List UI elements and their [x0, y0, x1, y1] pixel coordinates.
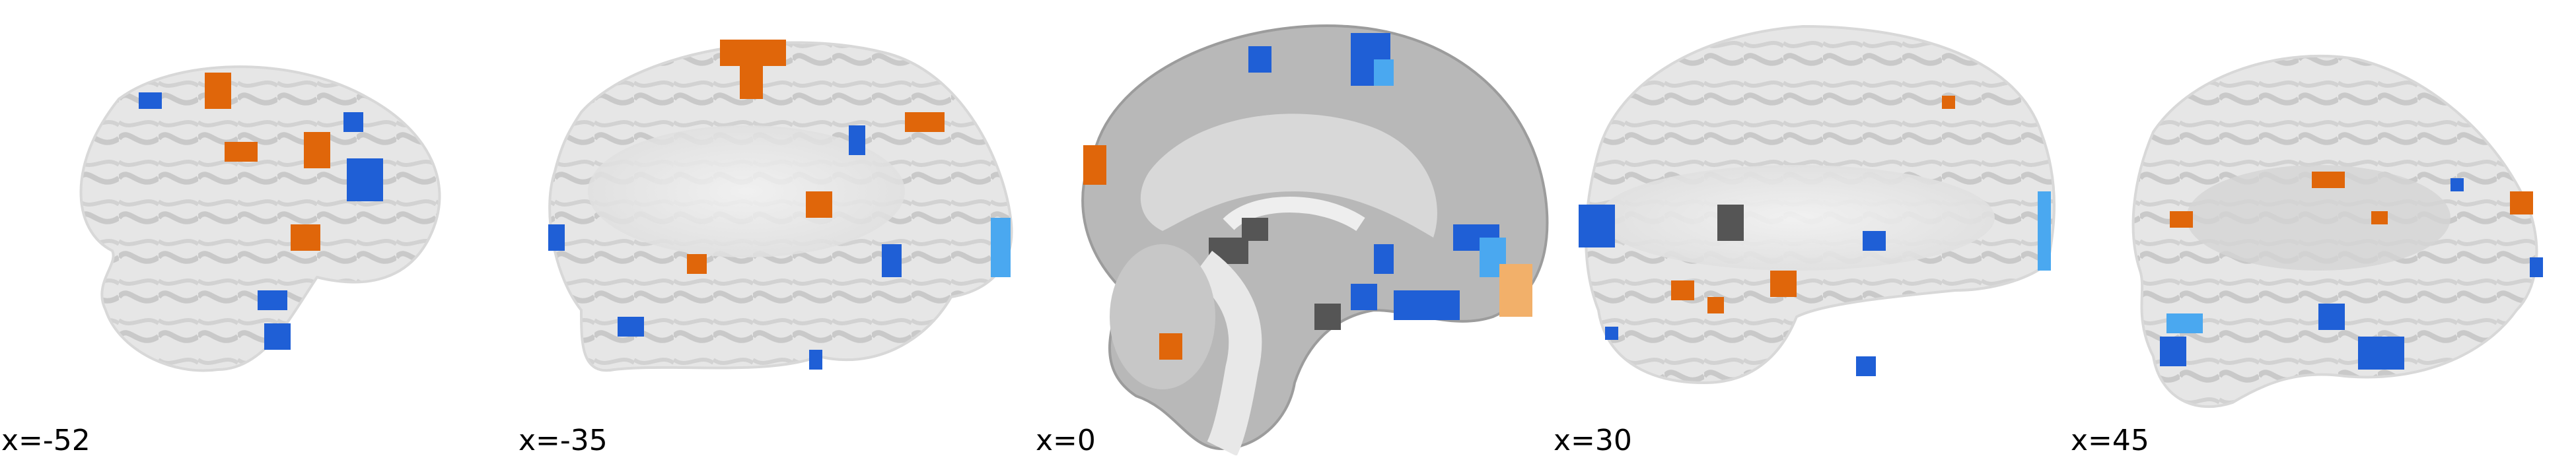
- activation-blobs: [1083, 33, 1532, 360]
- activation-blobs: [548, 40, 1011, 370]
- activation-blobs: [2160, 172, 2543, 370]
- slice-label-4: x=30: [1554, 424, 1632, 457]
- activation-blobs: [1579, 96, 2051, 376]
- brain-slice-3: [1081, 24, 1549, 457]
- slice-label-1: x=-52: [1, 424, 90, 457]
- brain-slice-2: [548, 40, 1013, 372]
- brain-slice-5: [2131, 55, 2543, 409]
- slice-label-3: x=0: [1036, 424, 1096, 457]
- brain-slice-1: [79, 65, 441, 372]
- slice-label-2: x=-35: [519, 424, 608, 457]
- brain-slice-4: [1579, 24, 2056, 385]
- slice-label-5: x=45: [2071, 424, 2149, 457]
- activation-blobs: [139, 73, 383, 350]
